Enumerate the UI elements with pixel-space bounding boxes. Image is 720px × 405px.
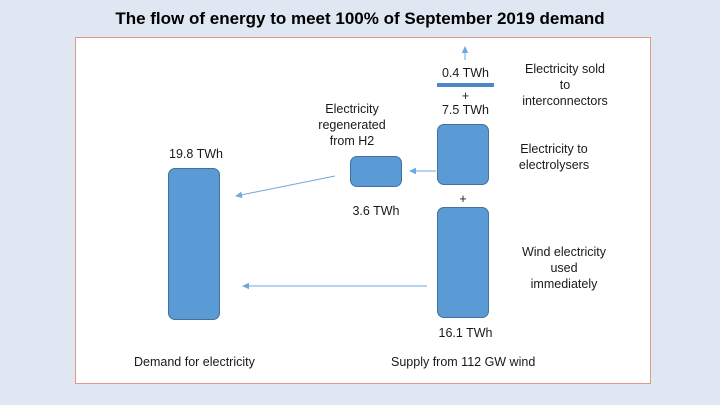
demand-caption: Demand for electricity [134,355,255,369]
regenerated-box [350,156,402,187]
wind-desc-line-1: Wind electricity [521,245,607,259]
sold-description: Electricity sold to interconnectors [509,61,621,109]
demand-value: 19.8 TWh [169,147,223,161]
sold-bar [437,83,494,87]
electrolysers-desc-line-2: electrolysers [518,158,590,172]
wind-box [437,207,489,318]
arrow-h2-to-demand [235,175,336,198]
wind-desc-line-2: used [550,261,578,275]
electrolysers-box [437,124,489,185]
electrolysers-description: Electricity to electrolysers [498,141,610,173]
regenerated-value: 3.6 TWh [352,204,400,218]
regenerated-description: Electricity regenerated from H2 [304,101,400,149]
sold-desc-line-2: to [559,78,571,92]
sold-desc-line-1: Electricity sold [525,62,605,76]
slide-title: The flow of energy to meet 100% of Septe… [115,9,605,28]
regenerated-desc-line-3: from H2 [329,134,375,148]
sold-desc-line-3: interconnectors [522,94,608,108]
wind-value: 16.1 TWh [438,326,493,340]
sold-value: 0.4 TWh [441,66,489,80]
plus-top: + [461,89,470,103]
demand-box [168,168,220,320]
regenerated-desc-line-1: Electricity [325,102,379,116]
supply-caption: Supply from 112 GW wind [391,355,536,369]
wind-desc-line-3: immediately [530,277,598,291]
plus-mid: + [459,192,467,206]
regenerated-desc-line-2: regenerated [318,118,386,132]
electrolysers-value: 7.5 TWh [441,103,489,117]
electrolysers-desc-line-1: Electricity to [520,142,588,156]
wind-description: Wind electricity used immediately [506,244,622,292]
